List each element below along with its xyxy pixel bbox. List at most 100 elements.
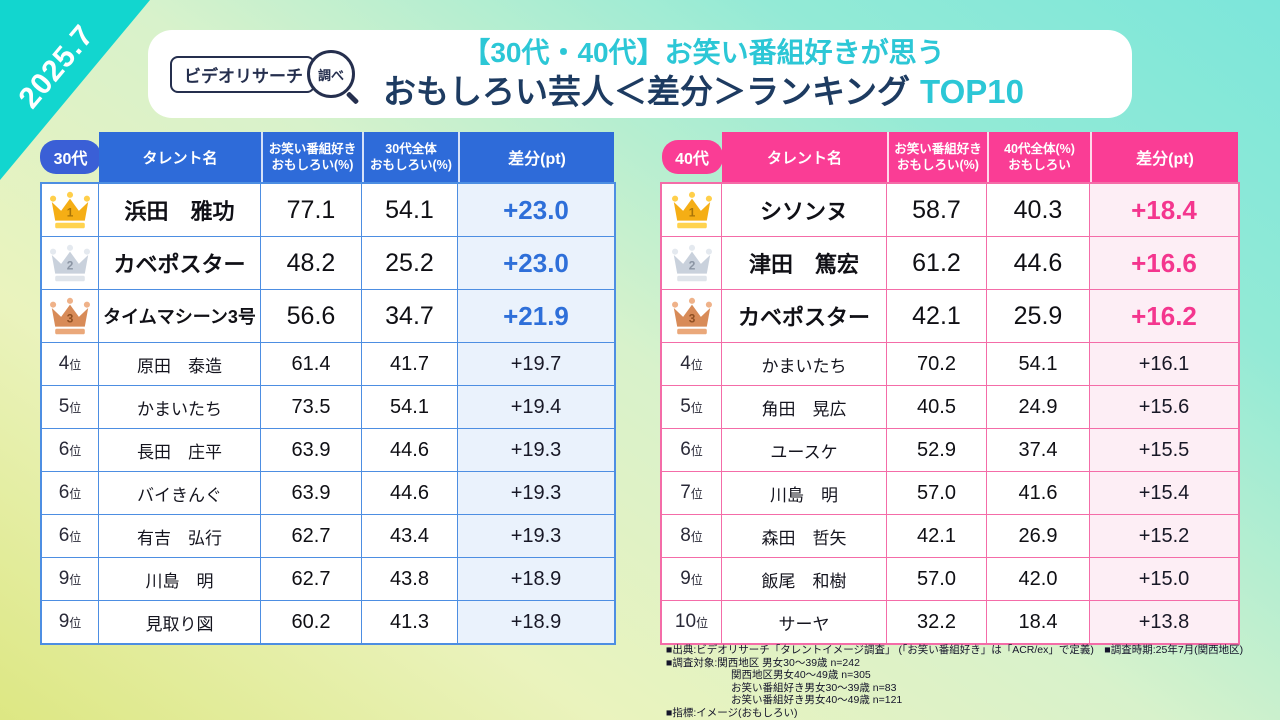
diff-cell: +16.1 bbox=[1090, 343, 1238, 385]
table-row: 9位 川島 明 62.7 43.8 +18.9 bbox=[42, 557, 614, 600]
fan-score-cell: 63.9 bbox=[261, 472, 362, 514]
rank-cell: 9位 bbox=[42, 601, 99, 643]
diff-cell: +15.4 bbox=[1090, 472, 1238, 514]
rank-number: 6 bbox=[58, 439, 70, 460]
table-header-30s: 30代 タレント名 お笑い番組好き おもしろい(%) 30代全体 おもしろい(%… bbox=[40, 132, 616, 182]
diff-cell: +15.0 bbox=[1090, 558, 1238, 600]
fan-score-cell: 58.7 bbox=[887, 184, 987, 236]
diff-cell: +19.3 bbox=[458, 429, 614, 471]
svg-text:1: 1 bbox=[688, 205, 695, 219]
table-row: 5位 かまいたち 73.5 54.1 +19.4 bbox=[42, 385, 614, 428]
title-line1: 【30代・40代】お笑い番組好きが思う bbox=[462, 37, 945, 69]
rank-number: 6 bbox=[58, 525, 70, 546]
fan-score-cell: 77.1 bbox=[261, 184, 362, 236]
svg-text:3: 3 bbox=[688, 311, 695, 325]
table-row: 7位 川島 明 57.0 41.6 +15.4 bbox=[662, 471, 1238, 514]
rank-cell: 6位 bbox=[42, 472, 99, 514]
rank-number: 6 bbox=[680, 439, 691, 460]
talent-name-cell: かまいたち bbox=[99, 386, 261, 428]
rank-suffix: 位 bbox=[69, 444, 82, 458]
diff-cell: +18.9 bbox=[458, 601, 614, 643]
table-header-40s: 40代 タレント名 お笑い番組好き おもしろい(%) 40代全体(%) おもしろ… bbox=[660, 132, 1240, 182]
rank-number: 9 bbox=[680, 568, 691, 589]
rank-cell: 10位 bbox=[662, 601, 722, 643]
talent-name-cell: 長田 庄平 bbox=[99, 429, 261, 471]
svg-text:1: 1 bbox=[67, 205, 74, 219]
talent-name-cell: カベポスター bbox=[722, 290, 887, 342]
rank-number: 7 bbox=[680, 482, 691, 503]
diff-cell: +19.3 bbox=[458, 515, 614, 557]
title-top10: TOP10 bbox=[920, 72, 1024, 110]
logo-text: ビデオリサーチ bbox=[170, 55, 315, 93]
talent-name-cell: 川島 明 bbox=[99, 558, 261, 600]
overall-score-cell: 41.6 bbox=[987, 472, 1090, 514]
rank-cell: 8位 bbox=[662, 515, 722, 557]
ranking-table-40s: 40代 タレント名 お笑い番組好き おもしろい(%) 40代全体(%) おもしろ… bbox=[660, 132, 1240, 645]
ranking-table-30s: 30代 タレント名 お笑い番組好き おもしろい(%) 30代全体 おもしろい(%… bbox=[40, 132, 616, 645]
rank-cell: 2 bbox=[42, 237, 99, 289]
table-row: 2 カベポスター 48.2 25.2 +23.0 bbox=[42, 236, 614, 289]
table-row: 1 シソンヌ 58.7 40.3 +18.4 bbox=[662, 184, 1238, 236]
rank-number: 8 bbox=[680, 525, 691, 546]
talent-name-cell: 津田 篤宏 bbox=[722, 237, 887, 289]
fan-score-cell: 42.1 bbox=[887, 290, 987, 342]
fan-score-cell: 60.2 bbox=[261, 601, 362, 643]
footnote-line: お笑い番組好き男女40〜49歳 n=121 bbox=[731, 694, 903, 707]
rank-suffix: 位 bbox=[69, 487, 82, 501]
table-row: 6位 有吉 弘行 62.7 43.4 +19.3 bbox=[42, 514, 614, 557]
column-header-overall-line2: おもしろい(%) bbox=[370, 158, 452, 172]
talent-name-cell: タイムマシーン3号 bbox=[99, 290, 261, 342]
rank-suffix: 位 bbox=[696, 616, 709, 630]
page-title: 【30代・40代】お笑い番組好きが思う おもしろい芸人＜差分＞ランキング TOP1… bbox=[355, 37, 1052, 110]
logo-circle-text: 調べ bbox=[317, 67, 344, 83]
rank-suffix: 位 bbox=[690, 358, 703, 372]
column-header-overall-line2: おもしろい bbox=[1008, 158, 1071, 172]
rank-suffix: 位 bbox=[690, 530, 703, 544]
column-header-talent: タレント名 bbox=[99, 132, 261, 182]
rank-cell: 5位 bbox=[662, 386, 722, 428]
talent-name-cell: 川島 明 bbox=[722, 472, 887, 514]
diff-cell: +23.0 bbox=[458, 237, 614, 289]
videoresearch-logo: ビデオリサーチ 調べ bbox=[170, 50, 355, 98]
talent-name-cell: シソンヌ bbox=[722, 184, 887, 236]
title-line2: おもしろい芸人＜差分＞ランキング TOP10 bbox=[355, 73, 1052, 111]
overall-score-cell: 24.9 bbox=[987, 386, 1090, 428]
rank-number: 6 bbox=[58, 482, 70, 503]
talent-name-cell: 原田 泰造 bbox=[99, 343, 261, 385]
diff-cell: +23.0 bbox=[458, 184, 614, 236]
talent-name-cell: 有吉 弘行 bbox=[99, 515, 261, 557]
overall-score-cell: 41.3 bbox=[362, 601, 458, 643]
fan-score-cell: 56.6 bbox=[261, 290, 362, 342]
footnote-line: ■指標:イメージ(おもしろい) bbox=[666, 706, 798, 719]
overall-score-cell: 54.1 bbox=[987, 343, 1090, 385]
rank-cell: 9位 bbox=[662, 558, 722, 600]
column-header-fan-line1: お笑い番組好き bbox=[268, 141, 357, 156]
rank-cell: 6位 bbox=[42, 429, 99, 471]
fan-score-cell: 62.7 bbox=[261, 558, 362, 600]
fan-score-cell: 61.4 bbox=[261, 343, 362, 385]
rank-suffix: 位 bbox=[69, 358, 82, 372]
fan-score-cell: 70.2 bbox=[887, 343, 987, 385]
rank-suffix: 位 bbox=[690, 487, 703, 501]
diff-cell: +19.4 bbox=[458, 386, 614, 428]
column-header-overall-score: 30代全体 おもしろい(%) bbox=[362, 132, 458, 182]
survey-date: 2025.7 bbox=[12, 18, 101, 115]
rank-number: 9 bbox=[58, 568, 70, 589]
svg-text:3: 3 bbox=[67, 311, 74, 325]
rank-cell: 4位 bbox=[662, 343, 722, 385]
overall-score-cell: 34.7 bbox=[362, 290, 458, 342]
rank-number: 5 bbox=[58, 396, 70, 417]
diff-cell: +18.9 bbox=[458, 558, 614, 600]
age-badge-30s: 30代 bbox=[40, 140, 101, 174]
diff-cell: +19.3 bbox=[458, 472, 614, 514]
table-row: 3 カベポスター 42.1 25.9 +16.2 bbox=[662, 289, 1238, 342]
fan-score-cell: 42.1 bbox=[887, 515, 987, 557]
diff-cell: +21.9 bbox=[458, 290, 614, 342]
overall-score-cell: 54.1 bbox=[362, 184, 458, 236]
overall-score-cell: 43.4 bbox=[362, 515, 458, 557]
rank-suffix: 位 bbox=[690, 573, 703, 587]
table-row: 1 浜田 雅功 77.1 54.1 +23.0 bbox=[42, 184, 614, 236]
table-row: 10位 サーヤ 32.2 18.4 +13.8 bbox=[662, 600, 1238, 643]
table-row: 6位 バイきんぐ 63.9 44.6 +19.3 bbox=[42, 471, 614, 514]
column-header-fan-line2: おもしろい(%) bbox=[271, 158, 354, 172]
